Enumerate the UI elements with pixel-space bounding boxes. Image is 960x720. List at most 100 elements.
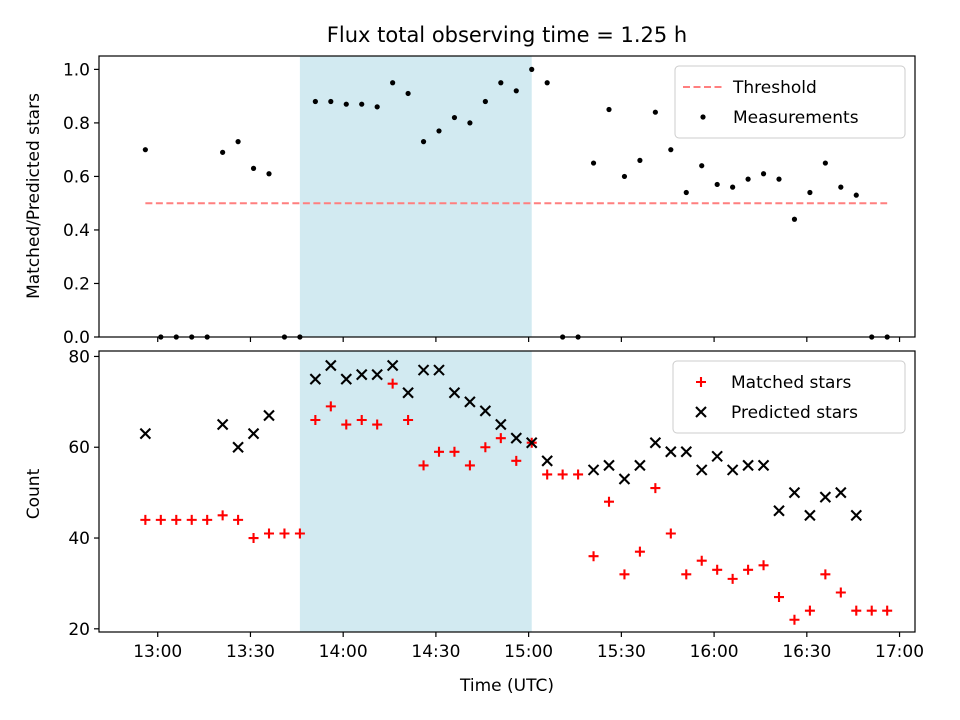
data-point [789, 614, 800, 625]
data-point [467, 120, 473, 126]
data-point [851, 605, 862, 616]
data-point [665, 528, 676, 539]
data-point [807, 189, 813, 196]
data-point [712, 564, 723, 575]
data-point [279, 528, 290, 539]
data-point [711, 450, 723, 463]
data-point [513, 88, 519, 94]
data-point [417, 364, 430, 376]
data-point [155, 514, 166, 525]
data-point [340, 373, 353, 385]
y-tick-label: 0.6 [63, 167, 90, 187]
data-point [434, 446, 444, 457]
data-point [665, 446, 677, 458]
data-point [652, 109, 658, 115]
x-tick-label: 14:00 [319, 642, 368, 662]
data-point [232, 441, 244, 453]
data-point [235, 139, 241, 145]
data-point [680, 446, 693, 458]
data-point [804, 509, 816, 522]
data-point [774, 592, 784, 603]
data-point [464, 460, 475, 471]
data-point [699, 163, 705, 169]
data-point [714, 181, 720, 188]
data-point [403, 415, 414, 426]
legend: Matched stars Predicted stars [672, 360, 906, 434]
data-point [695, 464, 708, 476]
y-tick-label: 80 [68, 347, 90, 367]
data-point [420, 139, 427, 145]
data-point [696, 555, 707, 566]
data-point [525, 436, 538, 449]
data-point [588, 551, 599, 562]
y-tick-label: 0.2 [63, 274, 90, 294]
data-point [791, 216, 798, 222]
data-point [264, 528, 274, 539]
data-point [171, 514, 182, 525]
data-point [186, 514, 197, 525]
data-point [649, 436, 662, 449]
top-y-axis-label: Matched/Predicted stars [24, 93, 44, 299]
x-tick-label: 14:30 [411, 642, 460, 662]
data-point [449, 446, 460, 457]
x-tick-label: 13:00 [133, 642, 182, 662]
data-point [529, 66, 535, 72]
data-point [464, 396, 476, 408]
data-point [139, 427, 152, 440]
data-point [495, 418, 507, 431]
data-point [606, 106, 612, 113]
data-point [451, 114, 458, 121]
data-point [328, 98, 334, 105]
data-point [850, 509, 863, 522]
data-point [819, 491, 832, 503]
legend-label: Measurements [733, 108, 859, 128]
data-point [387, 378, 398, 389]
data-point [835, 486, 847, 499]
data-point [479, 405, 492, 417]
series-measurements [142, 66, 890, 340]
y-tick-label: 40 [68, 529, 90, 549]
data-point [310, 415, 321, 426]
data-point [882, 605, 893, 616]
data-point [603, 459, 615, 472]
data-point [838, 184, 844, 190]
data-point [573, 469, 584, 480]
plot-frame [98, 350, 916, 633]
data-point [727, 573, 738, 584]
data-point [142, 147, 148, 153]
data-point [726, 464, 739, 476]
data-point [250, 165, 257, 171]
data-point [495, 433, 506, 444]
data-point [745, 176, 751, 182]
data-point [448, 387, 461, 399]
y-tick-label: 20 [68, 620, 90, 640]
data-point [619, 569, 630, 580]
data-point [773, 505, 785, 517]
data-point [436, 128, 442, 134]
y-tick-label: 1.0 [63, 60, 90, 80]
data-point [386, 359, 399, 372]
y-tick-label: 0.4 [63, 221, 90, 241]
data-point [405, 90, 411, 97]
data-point [618, 473, 631, 485]
data-point [418, 460, 429, 471]
data-point [757, 459, 770, 472]
x-tick-label: 15:30 [597, 642, 646, 662]
data-point [325, 359, 337, 372]
data-point [822, 160, 828, 166]
observing-window-shade [299, 351, 532, 632]
plot-frame [98, 55, 916, 338]
x-tick-label: 16:00 [690, 642, 739, 662]
data-point [140, 514, 151, 525]
data-point [312, 98, 318, 105]
data-point [482, 98, 488, 105]
data-point [621, 173, 628, 180]
observing-window-shade [299, 56, 532, 337]
data-point [835, 587, 846, 598]
data-point [356, 415, 367, 426]
y-tick-label: 0.8 [63, 114, 90, 134]
data-point [541, 455, 553, 467]
data-point [309, 373, 322, 385]
legend-box [674, 65, 906, 139]
